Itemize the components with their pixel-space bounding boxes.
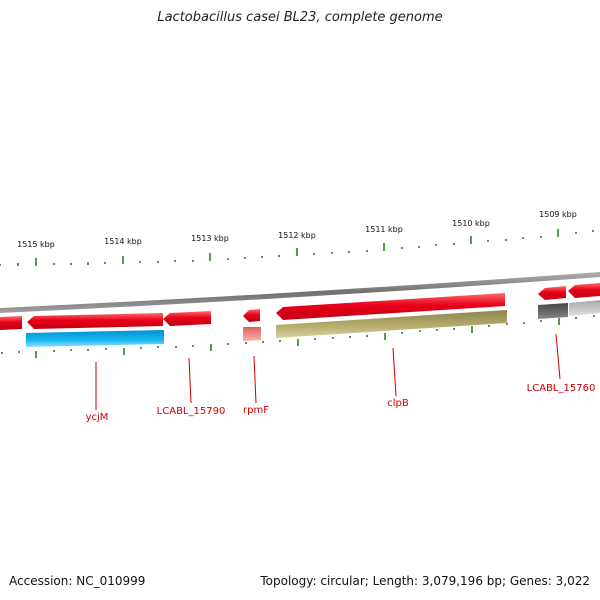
feature-track	[26, 300, 600, 347]
outer-tick-ruler	[0, 229, 594, 266]
gene-label-ycjM[interactable]: ycjM	[86, 412, 109, 423]
ruler-label: 1513 kbp	[191, 234, 229, 243]
gene-arrow[interactable]	[568, 283, 600, 298]
map-title: Lactobacillus casei BL23, complete genom…	[157, 10, 443, 25]
gene-label-LCABL_15790[interactable]: LCABL_15790	[157, 406, 226, 417]
gene-label-LCABL_15760[interactable]: LCABL_15760	[527, 383, 596, 394]
ruler-label: 1514 kbp	[104, 237, 142, 246]
accession-label: Accession: NC_010999	[9, 574, 146, 588]
gene-arrow-LCABL_15760[interactable]	[538, 286, 566, 300]
genome-backbone	[0, 272, 600, 313]
gene-arrow-ycjM[interactable]	[27, 313, 163, 329]
callout-line-LCABL_15760	[555, 333, 561, 380]
gene-arrow[interactable]	[0, 316, 22, 330]
gene-label-rpmF[interactable]: rpmF	[243, 405, 269, 416]
ruler-label: 1510 kbp	[452, 219, 490, 228]
callout-line-LCABL_15790	[188, 357, 192, 404]
ruler-label: 1509 kbp	[539, 210, 577, 219]
ruler-label: 1511 kbp	[365, 225, 403, 234]
inner-tick-ruler	[1, 315, 595, 358]
cds-block-LCABL_15760[interactable]	[538, 303, 568, 319]
gene-arrow-LCABL_15790[interactable]	[163, 311, 211, 326]
ruler-label: 1515 kbp	[17, 240, 55, 249]
gene-arrow-clpB[interactable]	[276, 293, 505, 320]
ruler-label: 1512 kbp	[278, 231, 316, 240]
callout-line-rpmF	[253, 355, 257, 404]
cds-block[interactable]	[569, 300, 600, 316]
gene-track	[0, 283, 600, 330]
cds-block-rpmF[interactable]	[243, 327, 261, 341]
cds-block-ycjM[interactable]	[26, 330, 164, 347]
callout-line-clpB	[392, 347, 397, 397]
genome-summary: Topology: circular; Length: 3,079,196 bp…	[260, 574, 590, 588]
gene-label-clpB[interactable]: clpB	[387, 398, 409, 409]
gene-arrow-rpmF[interactable]	[243, 309, 260, 322]
cds-block-clpB[interactable]	[276, 310, 507, 338]
